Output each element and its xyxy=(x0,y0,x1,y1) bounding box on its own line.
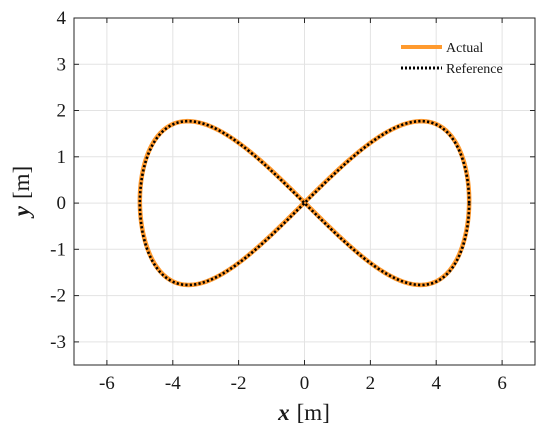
y-tick-label: -2 xyxy=(50,286,66,307)
y-tick-label: 0 xyxy=(57,193,67,214)
x-tick-label: -2 xyxy=(231,373,247,394)
legend-label-actual: Actual xyxy=(446,41,483,56)
x-tick-label: 0 xyxy=(300,373,310,394)
legend-label-reference: Reference xyxy=(446,62,503,77)
y-tick-label: 4 xyxy=(57,8,67,29)
x-axis-label: x [m] xyxy=(277,400,330,425)
y-tick-label: -3 xyxy=(50,332,66,353)
legend: Actual Reference xyxy=(401,41,503,77)
x-tick-label: 2 xyxy=(366,373,376,394)
y-tick-label: 1 xyxy=(57,147,67,168)
x-tick-label: -4 xyxy=(165,373,181,394)
x-tick-label: 6 xyxy=(497,373,507,394)
x-tick-label: -6 xyxy=(99,373,115,394)
series-reference-line xyxy=(138,119,471,287)
x-tick-label: 4 xyxy=(431,373,441,394)
y-tick-label: 3 xyxy=(57,54,67,75)
series-layer xyxy=(137,118,472,288)
y-tick-label: 2 xyxy=(57,101,67,122)
y-axis-label: y[m] xyxy=(9,166,34,219)
y-tick-label: -1 xyxy=(50,239,66,260)
axis-ticks: -6 -4 -2 0 2 4 6 -3 -2 -1 0 1 2 3 4 xyxy=(50,8,535,394)
